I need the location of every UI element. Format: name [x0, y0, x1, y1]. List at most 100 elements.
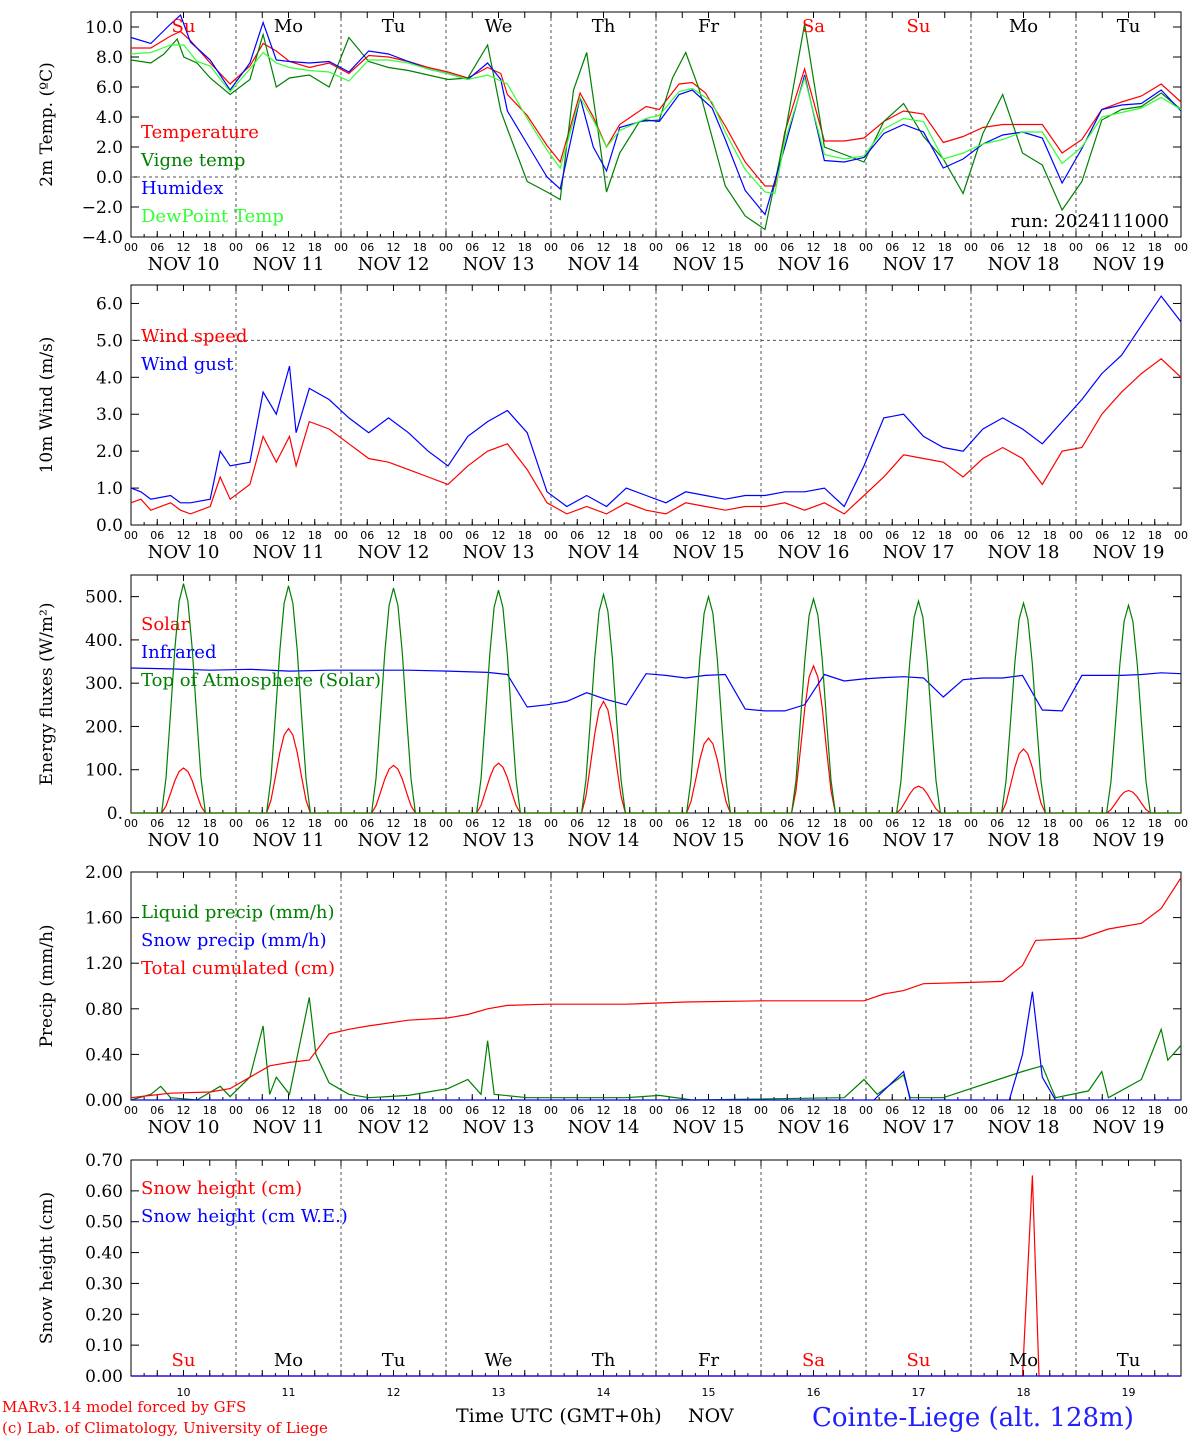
hour-tick-label: 00 — [1174, 817, 1188, 830]
day-number-label: 11 — [282, 1386, 296, 1399]
date-label: NOV 12 — [358, 1117, 430, 1138]
hour-tick-label: 18 — [203, 817, 217, 830]
date-label: NOV 16 — [778, 542, 850, 563]
hour-tick-label: 18 — [623, 817, 637, 830]
copyright-credit: (c) Lab. of Climatology, University of L… — [2, 1419, 328, 1437]
y-tick-label: 0.40 — [85, 1045, 123, 1065]
month-label: NOV — [688, 1405, 734, 1427]
plot-frame — [130, 574, 1182, 814]
hour-tick-label: 12 — [912, 529, 926, 542]
hour-tick-label: 12 — [807, 529, 821, 542]
hour-tick-label: 06 — [150, 1104, 164, 1117]
hour-tick-label: 18 — [938, 241, 952, 254]
hour-tick-label: 00 — [334, 817, 348, 830]
hour-tick-label: 12 — [1122, 817, 1136, 830]
hour-tick-label: 06 — [150, 817, 164, 830]
hour-tick-label: 00 — [964, 529, 978, 542]
hour-tick-label: 18 — [728, 1104, 742, 1117]
series-infrared — [130, 667, 1182, 712]
y-tick-label: 0.30 — [85, 1274, 123, 1294]
hour-tick-label: 12 — [177, 241, 191, 254]
date-label: NOV 10 — [148, 542, 220, 563]
hour-tick-label: 12 — [702, 241, 716, 254]
hour-tick-label: 12 — [492, 241, 506, 254]
day-number-label: 14 — [597, 1386, 611, 1399]
hour-tick-label: 18 — [833, 241, 847, 254]
hour-tick-label: 06 — [1095, 1104, 1109, 1117]
date-label: NOV 13 — [463, 830, 535, 851]
date-label: NOV 15 — [673, 254, 745, 275]
hour-tick-label: 06 — [465, 817, 479, 830]
weekday-label: Su — [172, 1350, 196, 1371]
hour-tick-label: 18 — [833, 1104, 847, 1117]
hour-tick-label: 00 — [1069, 817, 1083, 830]
series-humidex — [130, 13, 1182, 216]
y-tick-label: 0.80 — [85, 1000, 123, 1020]
hour-tick-label: 06 — [465, 241, 479, 254]
hour-tick-label: 00 — [229, 529, 243, 542]
series-total-cumulated-cm — [130, 877, 1182, 1099]
hour-tick-label: 06 — [885, 1104, 899, 1117]
hour-tick-label: 06 — [780, 1104, 794, 1117]
weekday-label: Su — [172, 16, 196, 37]
hour-tick-label: 18 — [1043, 241, 1057, 254]
hour-tick-label: 06 — [1095, 529, 1109, 542]
weekday-label: Tu — [382, 1350, 406, 1371]
hour-tick-label: 00 — [544, 529, 558, 542]
day-number-label: 12 — [387, 1386, 401, 1399]
hour-tick-label: 18 — [1043, 529, 1057, 542]
hour-tick-label: 18 — [1043, 1104, 1057, 1117]
hour-tick-label: 18 — [938, 817, 952, 830]
hour-tick-label: 06 — [255, 529, 269, 542]
legend-entry: Solar — [141, 614, 190, 635]
y-tick-label: 300. — [85, 674, 123, 694]
hour-tick-label: 00 — [229, 241, 243, 254]
weekday-label: Sa — [802, 1350, 825, 1371]
hour-tick-label: 12 — [387, 529, 401, 542]
y-tick-label: 0.40 — [85, 1244, 123, 1264]
weekday-label: Mo — [274, 1350, 303, 1371]
series-top-of-atmosphere-solar — [131, 583, 1181, 814]
legend-entry: DewPoint Temp — [141, 206, 284, 227]
date-label: NOV 13 — [463, 542, 535, 563]
hour-tick-label: 12 — [1017, 1104, 1031, 1117]
hour-tick-label: 00 — [754, 817, 768, 830]
hour-tick-label: 12 — [492, 817, 506, 830]
hour-tick-label: 00 — [544, 817, 558, 830]
weekday-label: Th — [592, 16, 616, 37]
weekday-label: Su — [907, 1350, 931, 1371]
y-tick-label: 100. — [85, 761, 123, 781]
hour-tick-label: 18 — [518, 1104, 532, 1117]
hour-tick-label: 18 — [518, 529, 532, 542]
date-label: NOV 12 — [358, 254, 430, 275]
day-number-label: 18 — [1017, 1386, 1031, 1399]
hour-tick-label: 18 — [413, 1104, 427, 1117]
legend-entry: Wind speed — [141, 326, 247, 347]
hour-tick-label: 12 — [177, 817, 191, 830]
hour-tick-label: 00 — [439, 1104, 453, 1117]
hour-tick-label: 00 — [859, 529, 873, 542]
hour-tick-label: 06 — [780, 241, 794, 254]
hour-tick-label: 06 — [780, 529, 794, 542]
hour-tick-label: 00 — [649, 529, 663, 542]
hour-tick-label: 12 — [492, 1104, 506, 1117]
date-label: NOV 14 — [568, 1117, 640, 1138]
hour-tick-label: 18 — [1148, 817, 1162, 830]
hour-tick-label: 00 — [1174, 241, 1188, 254]
hour-tick-label: 06 — [150, 241, 164, 254]
date-label: NOV 12 — [358, 830, 430, 851]
hour-tick-label: 06 — [990, 241, 1004, 254]
date-label: NOV 19 — [1093, 830, 1165, 851]
hour-tick-label: 18 — [413, 817, 427, 830]
y-axis-title: Precip (mm/h) — [37, 924, 57, 1047]
hour-tick-label: 06 — [990, 1104, 1004, 1117]
xaxis-title: Time UTC (GMT+0h) — [456, 1405, 662, 1427]
hour-tick-label: 12 — [912, 241, 926, 254]
hour-tick-label: 06 — [570, 817, 584, 830]
hour-tick-label: 00 — [334, 1104, 348, 1117]
hour-tick-label: 00 — [1174, 529, 1188, 542]
legend-entry: Infrared — [141, 642, 216, 663]
y-tick-label: 3.0 — [96, 405, 123, 425]
hour-tick-label: 18 — [413, 241, 427, 254]
date-label: NOV 10 — [148, 830, 220, 851]
